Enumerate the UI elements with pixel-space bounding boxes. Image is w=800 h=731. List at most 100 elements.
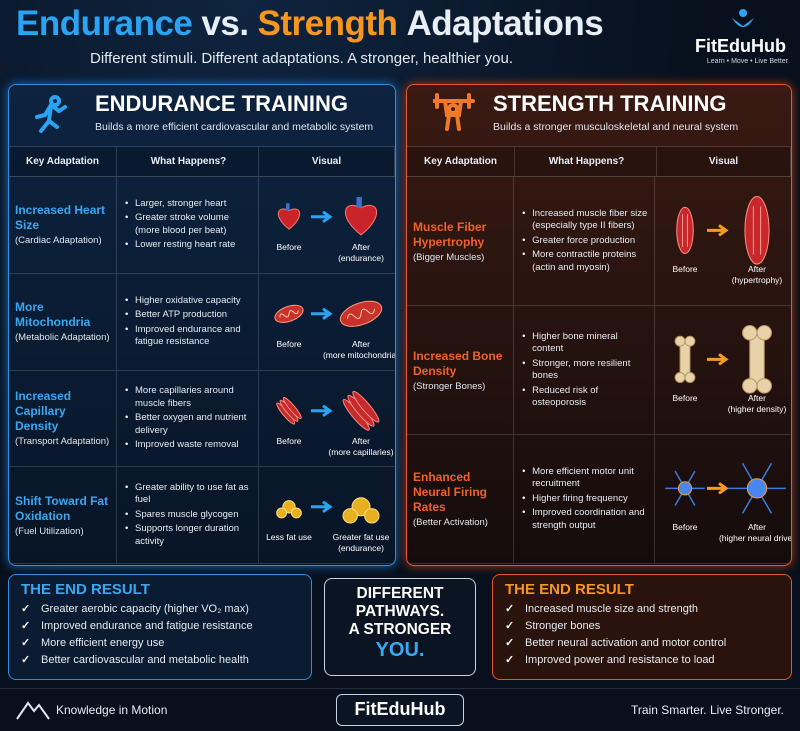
arrow [311, 404, 333, 417]
point: Greater force production [522, 235, 648, 248]
after-note: (hypertrophy) [732, 275, 783, 285]
footer-left: Knowledge in Motion [56, 703, 168, 717]
panel-header: STRENGTH TRAINING Builds a stronger muscu… [407, 85, 791, 147]
point: Higher oxidative capacity [125, 295, 252, 308]
end-result: THE END RESULT Greater aerobic capacity (… [8, 574, 312, 680]
cristae [279, 309, 299, 318]
point: Larger, stronger heart [125, 198, 252, 211]
soma [746, 478, 768, 499]
after-note: (higher density) [728, 404, 787, 414]
fat-drop [364, 508, 380, 524]
visual: Before After(higher neural drive) [665, 462, 791, 543]
icon-figure [433, 93, 475, 131]
before-label: Before [276, 242, 301, 252]
arrow [311, 500, 333, 514]
bone-end [674, 335, 686, 347]
column-header: Key Adaptation What Happens? Visual [407, 147, 791, 177]
visual: Before After(hypertrophy) [672, 196, 783, 285]
point-list: Larger, stronger heartGreater stroke vol… [125, 196, 252, 254]
muscle [744, 196, 770, 265]
fat-drop [290, 507, 302, 519]
result-item: Improved power and resistance to load [505, 653, 779, 667]
before-label: Before [276, 435, 301, 445]
footer-brand: FitEduHub [336, 694, 464, 726]
after-label: After [352, 242, 370, 252]
visual: Less fat use Greater fat use(endurance) [266, 497, 390, 553]
heart [277, 208, 301, 230]
panel-header: ENDURANCE TRAINING Builds a more efficien… [9, 85, 395, 147]
vessel [356, 196, 362, 208]
adaptation-type: (Fuel Utilization) [15, 525, 84, 537]
column-label: Visual [259, 147, 395, 176]
point: Better ATP production [125, 309, 252, 322]
adaptation-type: (Cardiac Adaptation) [15, 235, 102, 247]
point-list: More capillaries around muscle fibersBet… [125, 383, 252, 454]
soma [677, 481, 693, 496]
visual-cell: Before After (higher neural drive) [655, 435, 791, 563]
after-label: After [352, 339, 370, 349]
callout-highlight: YOU. [375, 639, 425, 661]
after-note: (endurance) [338, 543, 384, 553]
adaptation-type: (Better Activation) [413, 517, 488, 528]
point: Supports longer duration activity [125, 523, 252, 548]
key-cell: Muscle Fiber Hypertrophy (Bigger Muscles) [407, 177, 515, 305]
heart [344, 204, 378, 236]
adaptation-type: (Metabolic Adaptation) [15, 332, 110, 344]
point: Lower resting heart rate [125, 239, 252, 252]
column-label: Key Adaptation [9, 147, 117, 176]
after-note: (higher neural drive) [719, 533, 791, 543]
before-label: Less fat use [266, 532, 312, 542]
adaptation-row: Muscle Fiber Hypertrophy (Bigger Muscles)… [407, 177, 791, 306]
bone-end [756, 325, 772, 341]
bone [679, 340, 691, 379]
footer: Knowledge in Motion FitEduHub Train Smar… [0, 688, 800, 731]
visual: Before After(more capillaries) [276, 390, 394, 456]
visual-cell: Before After (hypertrophy) [655, 177, 791, 305]
after-label: After [748, 264, 766, 274]
panel-subtitle: Builds a stronger musculoskeletal and ne… [493, 121, 739, 133]
key-cell: Increased Capillary Density (Transport Ad… [9, 370, 117, 467]
title-part: vs. [201, 4, 249, 43]
title-part: Strength [257, 4, 398, 43]
adaptation-name: More Mitochondria [15, 300, 91, 330]
adaptation-type: (Bigger Muscles) [413, 251, 485, 263]
point-list: Higher oxidative capacityBetter ATP prod… [125, 293, 252, 351]
adaptation-name: Increased Bone Density [413, 348, 503, 378]
bone [749, 332, 765, 387]
adaptation-name: Enhanced Neural Firing Rates [413, 470, 488, 514]
footer-right: Train Smarter. Live Stronger. [631, 703, 784, 717]
point: More contractile proteins (actin and myo… [522, 249, 648, 274]
callout-line: A STRONGER [348, 621, 452, 638]
visual: Before After(higher density) [672, 325, 787, 414]
adaptation-row: More Mitochondria (Metabolic Adaptation) H… [9, 273, 395, 371]
point: Higher firing frequency [522, 493, 648, 506]
fat-drop [342, 508, 358, 524]
panel-title: ENDURANCE TRAINING [95, 91, 348, 116]
adaptation-name: Shift Toward Fat Oxidation [15, 493, 109, 523]
arrow [707, 482, 729, 495]
visual-cell: Before After (higher density) [655, 306, 791, 434]
title-part: Adaptations [406, 4, 604, 43]
subtitle: Different stimuli. Different adaptations… [90, 50, 514, 67]
adaptation-row: Increased Bone Density (Stronger Bones) Hi… [407, 306, 791, 435]
center-callout: DIFFERENT PATHWAYS. A STRONGER YOU. [324, 578, 476, 676]
visual-cell: Before After (more mitochondria) [259, 274, 395, 370]
adaptation-name: Increased Heart Size [15, 203, 106, 233]
point-list: More efficient motor unit recruitment Hig… [522, 464, 648, 535]
result-list: Increased muscle size and strength Strong… [505, 602, 779, 667]
bone-end [684, 335, 696, 347]
muscle [676, 206, 694, 254]
after-note: (endurance) [338, 253, 384, 263]
result-item: More efficient energy use [21, 636, 299, 650]
result-item: Stronger bones [505, 619, 779, 633]
panel-icon [433, 93, 475, 131]
point: Better oxygen and nutrient delivery [125, 412, 252, 437]
after-label: Greater fat use [333, 532, 390, 542]
point: More efficient motor unit recruitment [522, 466, 648, 491]
after-label: After [748, 393, 766, 403]
point: Improved endurance and fatigue resistanc… [125, 324, 252, 349]
result-title: THE END RESULT [505, 581, 634, 598]
result-item: Increased muscle size and strength [505, 602, 779, 616]
tagline: Learn • Move • Live Better [706, 58, 788, 65]
panel: STRENGTH TRAINING Builds a stronger muscu… [406, 84, 792, 566]
